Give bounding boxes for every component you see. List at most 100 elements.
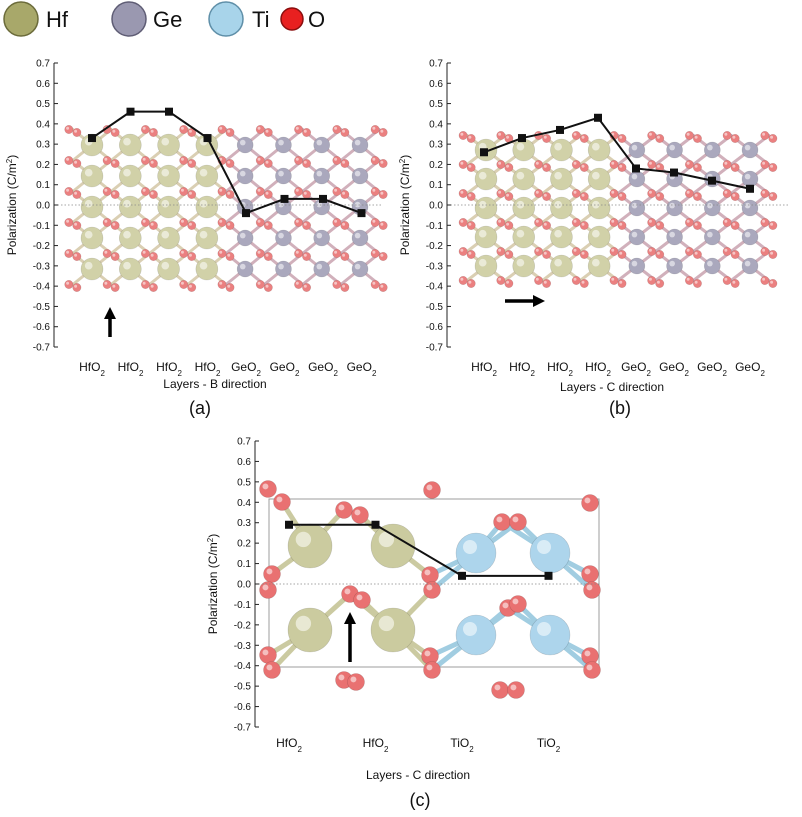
ge-atom-shine	[631, 202, 638, 209]
oxygen-atom	[617, 163, 627, 173]
oxygen-atom-shine	[619, 135, 623, 139]
ti-atom	[455, 614, 497, 656]
oxygen-atom	[722, 189, 732, 199]
oxygen-atom	[760, 275, 770, 285]
oxygen-atom-shine	[74, 129, 78, 133]
ge-atom-shine	[278, 170, 284, 177]
oxygen-atom	[496, 218, 506, 228]
oxygen-atom	[332, 156, 342, 166]
oxygen-atom	[458, 275, 468, 285]
oxygen-atom	[496, 160, 506, 170]
oxygen-atom	[692, 250, 702, 260]
y-tick-label: 0.0	[237, 580, 251, 591]
oxygen-atom-shine	[686, 132, 690, 136]
crystal-structure	[64, 125, 388, 292]
oxygen-atom	[179, 187, 189, 197]
oxygen-atom-shine	[188, 191, 192, 195]
ge-atom-shine	[707, 231, 713, 238]
oxygen-atom-shine	[460, 277, 464, 281]
oxygen-atom	[421, 566, 439, 584]
hf-atom-shine	[199, 199, 208, 208]
panel-a: 0.7 0.6 0.5 0.4 0.3 0.2 0.1 0.0 -0.1 -0.2 -0.3 -0.4…	[5, 59, 388, 418]
oxygen-atom	[496, 275, 506, 285]
oxygen-atom-shine	[356, 594, 363, 601]
oxygen-atom-shine	[648, 132, 652, 136]
ge-atom-shine	[239, 170, 246, 177]
oxygen-atom	[617, 278, 627, 288]
oxygen-atom-shine	[460, 219, 464, 223]
y-tick-label: 0.2	[237, 539, 251, 550]
oxygen-atom-shine	[344, 588, 351, 595]
oxygen-atom-shine	[498, 248, 502, 252]
oxygen-atom	[466, 250, 476, 260]
oxygen-atom	[225, 128, 235, 138]
oxygen-atom-shine	[656, 251, 660, 255]
legend-ge-swatch	[111, 1, 147, 37]
hf-atom	[195, 164, 219, 188]
oxygen-atom-shine	[656, 164, 660, 168]
oxygen-atom-shine	[372, 250, 376, 254]
oxygen-atom-shine	[142, 219, 146, 223]
ge-atom	[236, 229, 254, 247]
hf-atom	[80, 226, 104, 250]
ge-atom-shine	[669, 202, 675, 209]
oxygen-atom	[542, 134, 552, 144]
x-tick-label-sub: 2	[568, 369, 573, 378]
oxygen-atom-shine	[543, 135, 547, 139]
oxygen-atom	[102, 187, 112, 197]
oxygen-atom	[302, 282, 312, 292]
oxygen-atom-shine	[219, 250, 223, 254]
oxygen-atom	[64, 187, 74, 197]
oxygen-atom-shine	[543, 222, 547, 226]
x-tick-label: GeO2	[735, 360, 765, 378]
oxygen-atom	[534, 160, 544, 170]
x-tick-label-sub: 2	[177, 369, 182, 378]
data-point	[126, 107, 135, 116]
data-point	[518, 134, 526, 143]
oxygen-atom	[353, 591, 371, 609]
hf-atom-shine	[516, 142, 525, 151]
ge-atom	[313, 167, 331, 185]
x-tick-label-sub: 2	[216, 369, 221, 378]
y-tick-label: 0.4	[237, 498, 251, 509]
oxygen-atom-shine	[380, 222, 384, 226]
ti-atom-shine	[537, 622, 551, 636]
y-tick-label: -0.1	[426, 221, 444, 232]
y-tick-label: 0.3	[36, 140, 50, 151]
oxygen-atom-shine	[334, 126, 338, 130]
y-tick-label: 0.5	[36, 99, 50, 110]
ge-atom	[236, 167, 254, 185]
ge-atom	[628, 257, 646, 275]
ge-atom-shine	[354, 232, 361, 239]
y-tick-label: -0.7	[426, 343, 444, 354]
oxygen-atom	[263, 565, 281, 583]
hf-atom-shine	[84, 230, 93, 239]
oxygen-atom-shine	[694, 251, 698, 255]
oxygen-atom-shine	[104, 157, 108, 161]
ge-atom-shine	[354, 139, 361, 146]
oxygen-atom	[571, 189, 581, 199]
oxygen-atom-shine	[581, 164, 585, 168]
oxygen-atom-shine	[334, 157, 338, 161]
oxygen-atom	[340, 128, 350, 138]
hf-atom-shine	[123, 199, 131, 208]
y-tick-label: 0.5	[429, 99, 443, 110]
x-tick-label-sub: 2	[530, 369, 535, 378]
oxygen-atom	[692, 134, 702, 144]
oxygen-atom	[225, 252, 235, 262]
y-tick-label: 0.5	[237, 477, 251, 488]
oxygen-atom	[534, 189, 544, 199]
oxygen-atom-shine	[426, 584, 433, 591]
hf-atom	[512, 196, 536, 220]
oxygen-atom-shine	[494, 684, 501, 691]
hf-atom	[512, 254, 536, 278]
structure-bg-b	[458, 131, 778, 288]
oxygen-atom	[302, 221, 312, 231]
oxygen-atom	[340, 159, 350, 169]
oxygen-atom	[768, 278, 778, 288]
oxygen-atom	[332, 125, 342, 135]
x-tick-label: GeO2	[659, 360, 689, 378]
y-tick-label: 0.7	[36, 59, 50, 70]
y-axis-label-close: )	[206, 534, 220, 538]
oxygen-atom	[507, 681, 525, 699]
